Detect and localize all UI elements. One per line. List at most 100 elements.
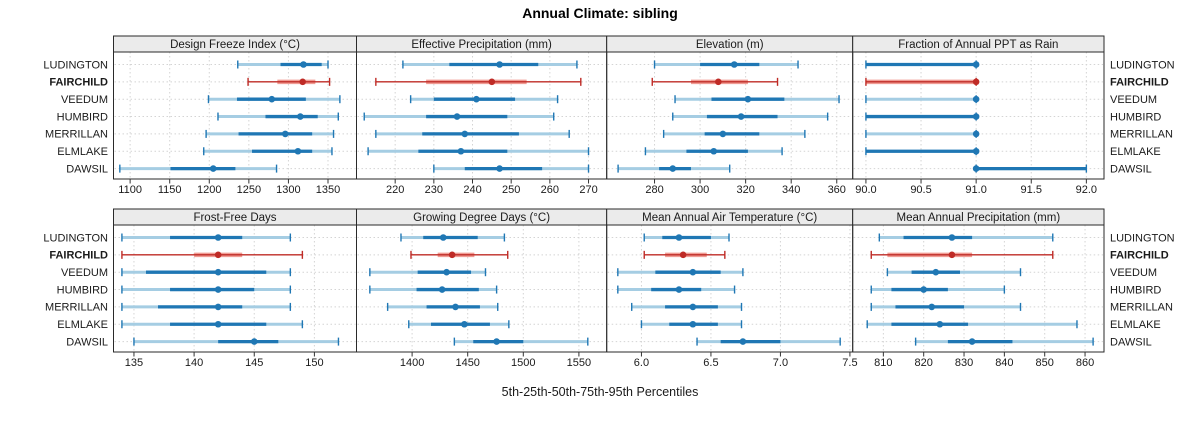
x-tick-label: 135	[125, 357, 143, 369]
station-label-right-dawsil: DAWSIL	[1110, 336, 1152, 348]
interval-elmlake	[640, 320, 743, 329]
x-tick-label: 7.5	[842, 357, 857, 369]
station-label-right-merrillan: MERRILLAN	[1110, 302, 1173, 314]
median-dot	[932, 268, 940, 276]
x-axis: 280 300 320 340 360	[645, 179, 846, 196]
station-label-left-fairchild: FAIRCHILD	[49, 77, 108, 89]
median-dot	[744, 95, 752, 103]
median-dot	[730, 61, 738, 68]
x-axis: 135 140 145 150	[125, 352, 324, 369]
median-dot	[948, 251, 956, 259]
interval-humbird	[865, 112, 980, 121]
station-label-right-veedum: VEEDUM	[1110, 267, 1157, 279]
station-label-right-fairchild: FAIRCHILD	[1110, 77, 1169, 89]
interval-merrillan	[386, 302, 499, 311]
interval-humbird	[217, 112, 339, 121]
interval-dawsil	[696, 337, 841, 346]
interval-fairchild	[375, 77, 582, 86]
station-label-right-humbird: HUMBIRD	[1110, 111, 1161, 123]
station-label-right-humbird: HUMBIRD	[1110, 284, 1161, 296]
x-tick-label: 145	[245, 357, 263, 369]
interval-humbird	[617, 285, 736, 294]
median-dot	[214, 268, 222, 276]
interval-elmlake	[408, 320, 510, 329]
x-tick-label: 7.0	[773, 357, 788, 369]
interval-merrillan	[205, 129, 335, 138]
x-tick-label: 840	[995, 357, 1013, 369]
x-tick-label: 240	[463, 184, 481, 196]
x-tick-label: 1200	[197, 184, 221, 196]
panel-header-label: Design Freeze Index (°C)	[170, 39, 300, 51]
x-tick-label: 340	[782, 184, 800, 196]
interval-ludington	[653, 60, 799, 69]
median-dot	[461, 320, 468, 328]
median-dot	[214, 251, 222, 259]
panel-header-label: Growing Degree Days (°C)	[413, 212, 550, 224]
panel-mean-annual-precipitation-mm: Mean Annual Precipitation (mm)810 820 830 8…	[852, 208, 1105, 369]
interval-fairchild	[643, 250, 726, 259]
x-tick-label: 1450	[455, 357, 479, 369]
median-dot	[214, 320, 222, 328]
median-dot	[209, 165, 217, 172]
x-tick-label: 1400	[400, 357, 424, 369]
interval-veedum	[617, 268, 744, 277]
interval-merrillan	[375, 129, 570, 138]
x-tick-label: 90.5	[910, 184, 931, 196]
panel-mean-annual-air-temperature-c: Mean Annual Air Temperature (°C) 6.0 6.5 7.…	[606, 208, 858, 369]
station-label-right-elmlake: ELMLAKE	[1110, 319, 1161, 331]
interval-elmlake	[644, 147, 783, 156]
panel-header-label: Fraction of Annual PPT as Rain	[898, 39, 1058, 51]
x-axis: 1400 1450 1500 1550	[400, 352, 591, 369]
x-axis: 1100 1150 1200 1250 1300 1350	[118, 179, 340, 196]
x-tick-label: 850	[1036, 357, 1054, 369]
median-dot	[496, 165, 503, 172]
interval-merrillan	[631, 302, 743, 311]
station-label-left-fairchild: FAIRCHILD	[49, 250, 108, 262]
median-dot	[972, 165, 980, 172]
station-label-left-merrillan: MERRILLAN	[45, 302, 108, 314]
x-tick-label: 220	[386, 184, 404, 196]
median-dot	[214, 234, 222, 241]
interval-ludington	[643, 233, 730, 242]
median-dot	[737, 113, 745, 120]
station-label-left-ludington: LUDINGTON	[43, 232, 108, 244]
panel-growing-degree-days-c: Growing Degree Days (°C) 1400 1450 1500 1550	[356, 208, 608, 369]
panel-frost-free-days: Frost-Free Days 135 140 145 150	[113, 208, 357, 369]
median-dot	[968, 338, 976, 345]
median-dot	[972, 78, 980, 86]
x-axis: 6.0 6.5 7.0 7.5	[634, 352, 858, 369]
median-dot	[496, 61, 503, 68]
median-dot	[689, 268, 697, 276]
station-label-right-veedum: VEEDUM	[1110, 94, 1157, 106]
interval-dawsil	[133, 337, 340, 346]
interval-merrillan	[865, 129, 980, 138]
interval-dawsil	[119, 164, 278, 173]
station-label-left-dawsil: DAWSIL	[66, 336, 108, 348]
interval-veedum	[674, 95, 840, 104]
interval-fairchild	[247, 77, 331, 86]
panel-header-label: Effective Precipitation (mm)	[411, 39, 552, 51]
station-label-left-elmlake: ELMLAKE	[57, 319, 108, 331]
median-dot	[438, 286, 446, 293]
x-tick-label: 320	[736, 184, 754, 196]
interval-veedum	[409, 95, 559, 104]
station-label-right-fairchild: FAIRCHILD	[1110, 250, 1169, 262]
median-dot	[689, 320, 697, 328]
station-label-left-merrillan: MERRILLAN	[45, 129, 108, 141]
x-tick-label: 6.0	[634, 357, 649, 369]
interval-veedum	[207, 95, 341, 104]
median-dot	[669, 165, 677, 172]
interval-merrillan	[870, 302, 1022, 311]
median-dot	[739, 338, 747, 345]
x-tick-label: 1350	[316, 184, 340, 196]
interval-dawsil	[617, 164, 731, 173]
median-dot	[928, 303, 936, 311]
median-dot	[297, 113, 304, 120]
interval-dawsil	[914, 337, 1094, 346]
interval-fairchild	[870, 250, 1054, 259]
x-tick-label: 150	[305, 357, 323, 369]
x-tick-label: 860	[1076, 357, 1094, 369]
interval-dawsil	[433, 164, 590, 173]
interval-merrillan	[121, 302, 292, 311]
median-dot	[299, 78, 306, 86]
